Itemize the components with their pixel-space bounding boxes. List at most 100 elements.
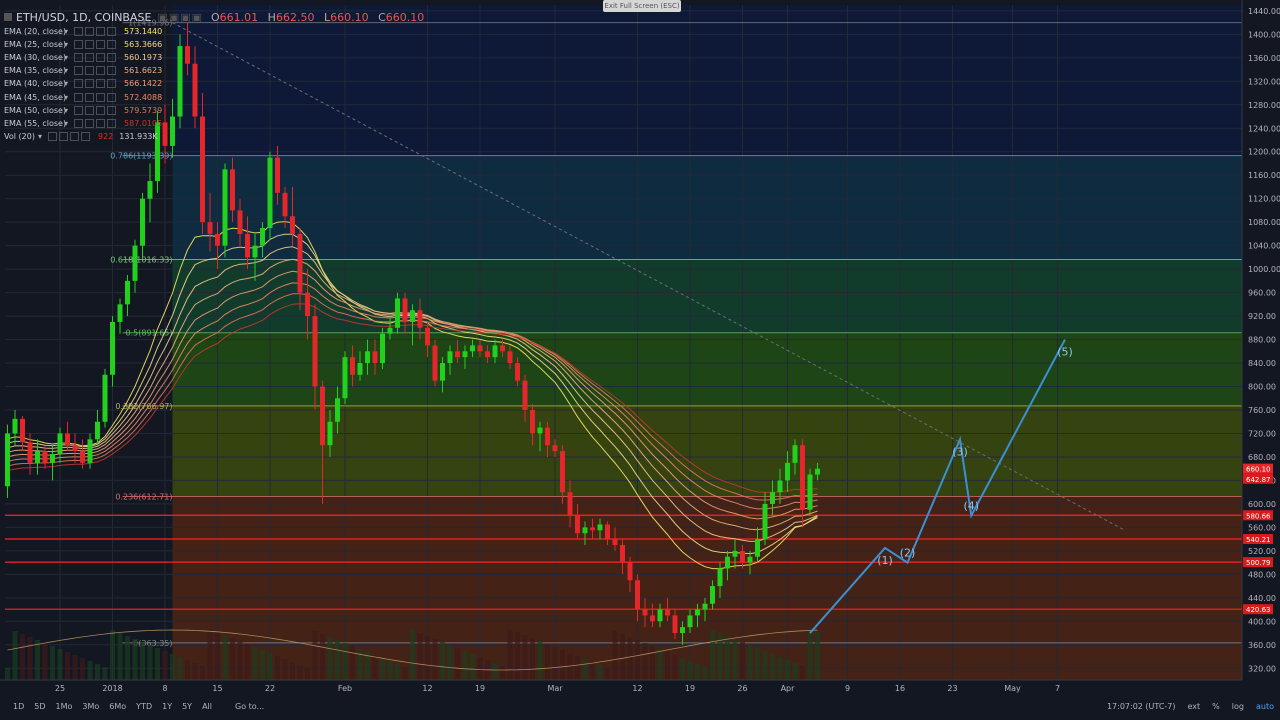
chevron-down-icon[interactable]: ▾ bbox=[64, 105, 69, 115]
more-icon[interactable] bbox=[107, 52, 117, 62]
settings-icon[interactable] bbox=[85, 92, 95, 102]
price-tick-label: 840.00 bbox=[1248, 359, 1276, 368]
settings-icon[interactable] bbox=[85, 66, 95, 76]
close-icon[interactable] bbox=[96, 105, 106, 115]
candle-body bbox=[650, 615, 655, 622]
more-icon[interactable] bbox=[107, 92, 117, 102]
candle-body bbox=[132, 245, 138, 281]
eye-icon[interactable] bbox=[74, 92, 84, 102]
exit-fullscreen-button[interactable]: Exit Full Screen (ESC) bbox=[603, 0, 681, 12]
percent-toggle[interactable]: % bbox=[1212, 701, 1220, 711]
eye-icon[interactable] bbox=[74, 39, 84, 49]
volume-bar bbox=[237, 641, 243, 680]
volume-bar bbox=[710, 630, 715, 680]
eye-icon[interactable] bbox=[48, 132, 58, 142]
more-icon[interactable] bbox=[107, 105, 117, 115]
close-icon[interactable] bbox=[96, 52, 106, 62]
volume-bar bbox=[260, 650, 265, 680]
close-icon[interactable] bbox=[70, 132, 80, 142]
ext-toggle[interactable]: ext bbox=[1187, 701, 1201, 711]
close-icon[interactable] bbox=[96, 39, 106, 49]
close-icon[interactable] bbox=[96, 26, 106, 36]
indicator-row[interactable]: EMA (45, close) ▾ 572.4088 bbox=[4, 91, 162, 103]
indicator-row[interactable]: EMA (40, close) ▾ 566.1422 bbox=[4, 78, 162, 90]
close-icon[interactable] bbox=[96, 92, 106, 102]
indicator-value: 561.6623 bbox=[124, 66, 163, 76]
volume-bar bbox=[72, 655, 78, 680]
timeframe-button[interactable]: 5D bbox=[34, 701, 46, 711]
more-icon[interactable] bbox=[107, 39, 117, 49]
settings-icon[interactable] bbox=[85, 26, 95, 36]
candle-body bbox=[695, 609, 700, 616]
chevron-down-icon[interactable]: ▾ bbox=[64, 118, 69, 128]
more-icon[interactable] bbox=[107, 26, 117, 36]
close-label: C bbox=[378, 10, 386, 24]
price-tick-label: 1240.00 bbox=[1248, 124, 1280, 133]
settings-icon[interactable] bbox=[85, 105, 95, 115]
volume-bar bbox=[672, 655, 678, 680]
timeframe-button[interactable]: All bbox=[202, 701, 212, 711]
close-icon[interactable] bbox=[96, 66, 106, 76]
indicator-row[interactable]: EMA (25, close) ▾ 563.3666 bbox=[4, 38, 162, 50]
chevron-down-icon[interactable]: ▾ bbox=[64, 52, 69, 62]
timeframe-button[interactable]: 1Mo bbox=[55, 701, 73, 711]
more-icon[interactable] bbox=[107, 118, 117, 128]
indicator-row[interactable]: EMA (55, close) ▾ 587.0105 bbox=[4, 117, 162, 129]
indicator-row[interactable]: EMA (20, close) ▾ 573.1440 bbox=[4, 25, 162, 37]
indicator-value: 563.3666 bbox=[124, 39, 163, 49]
volume-indicator-row[interactable]: Vol (20) ▾ 922 131.933K bbox=[4, 131, 158, 143]
chevron-down-icon[interactable]: ▾ bbox=[64, 66, 69, 76]
eye-icon[interactable] bbox=[74, 52, 84, 62]
settings-icon[interactable] bbox=[59, 132, 69, 142]
timeframe-button[interactable]: 6Mo bbox=[109, 701, 127, 711]
price-tag-label: 420.63 bbox=[1246, 606, 1271, 614]
symbol-label[interactable]: ETH/USD, 1D, COINBASE bbox=[16, 10, 152, 24]
volume-bar bbox=[417, 633, 423, 680]
log-toggle[interactable]: log bbox=[1231, 701, 1244, 711]
more-icon[interactable] bbox=[107, 79, 117, 89]
chevron-down-icon[interactable]: ▾ bbox=[64, 26, 69, 36]
indicator-row[interactable]: EMA (50, close) ▾ 579.5739 bbox=[4, 104, 162, 116]
eye-icon[interactable] bbox=[74, 26, 84, 36]
ohlc-values: O661.01 H662.50 L660.10 C660.10 bbox=[211, 11, 430, 24]
candle-body bbox=[740, 550, 745, 563]
settings-icon[interactable] bbox=[85, 118, 95, 128]
close-icon[interactable] bbox=[96, 79, 106, 89]
timeframe-button[interactable]: 1D bbox=[13, 701, 25, 711]
volume-bar bbox=[245, 644, 250, 680]
symbol-search-icon[interactable] bbox=[4, 13, 12, 21]
candle-body bbox=[5, 433, 10, 487]
candle-body bbox=[552, 445, 558, 452]
timeframe-button[interactable]: 3Mo bbox=[82, 701, 100, 711]
indicator-row[interactable]: EMA (30, close) ▾ 560.1973 bbox=[4, 51, 162, 63]
more-icon[interactable] bbox=[107, 66, 117, 76]
eye-icon[interactable] bbox=[74, 118, 84, 128]
settings-icon[interactable] bbox=[85, 52, 95, 62]
fib-zone bbox=[172, 405, 1242, 497]
candle-body bbox=[312, 316, 318, 387]
timeframe-button[interactable]: 5Y bbox=[182, 701, 193, 711]
chevron-down-icon[interactable]: ▾ bbox=[38, 132, 43, 142]
settings-icon[interactable] bbox=[85, 79, 95, 89]
timeframe-button[interactable]: 1Y bbox=[162, 701, 173, 711]
eye-icon[interactable] bbox=[74, 79, 84, 89]
timeframe-button[interactable]: YTD bbox=[136, 701, 153, 711]
candle-body bbox=[410, 310, 415, 322]
eye-icon[interactable] bbox=[74, 66, 84, 76]
auto-toggle[interactable]: auto bbox=[1255, 701, 1274, 711]
toolbar-icons[interactable]: ▣▣▣▣ bbox=[157, 10, 203, 24]
indicator-row[interactable]: EMA (35, close) ▾ 561.6623 bbox=[4, 65, 162, 77]
chevron-down-icon[interactable]: ▾ bbox=[64, 92, 69, 102]
candle-body bbox=[477, 345, 483, 352]
settings-icon[interactable] bbox=[85, 39, 95, 49]
more-icon[interactable] bbox=[81, 132, 91, 142]
close-icon[interactable] bbox=[96, 118, 106, 128]
eye-icon[interactable] bbox=[74, 105, 84, 115]
chevron-down-icon[interactable]: ▾ bbox=[64, 79, 69, 89]
volume-bar bbox=[200, 666, 205, 680]
goto-button[interactable]: Go to... bbox=[235, 701, 265, 711]
chevron-down-icon[interactable]: ▾ bbox=[64, 39, 69, 49]
indicator-name: EMA (20, close) bbox=[4, 26, 67, 36]
chart-header: ETH/USD, 1D, COINBASE ▣▣▣▣ O661.01 H662.… bbox=[4, 8, 430, 26]
